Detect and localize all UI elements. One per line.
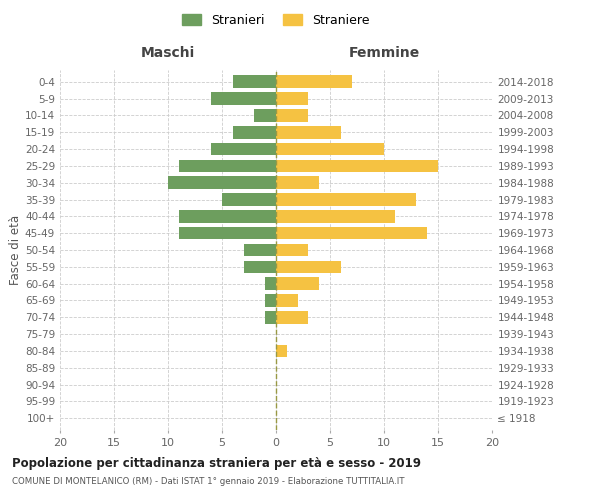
Bar	[233, 126, 276, 138]
Bar	[276, 176, 319, 189]
Bar	[276, 244, 308, 256]
Bar	[276, 193, 416, 206]
Bar	[276, 344, 287, 357]
Bar	[244, 260, 276, 273]
Bar	[211, 92, 276, 105]
Bar	[265, 311, 276, 324]
Bar	[265, 278, 276, 290]
Bar	[233, 76, 276, 88]
Text: Femmine: Femmine	[349, 46, 419, 60]
Bar	[276, 160, 438, 172]
Bar	[276, 126, 341, 138]
Bar	[179, 210, 276, 222]
Text: Popolazione per cittadinanza straniera per età e sesso - 2019: Popolazione per cittadinanza straniera p…	[12, 458, 421, 470]
Bar	[276, 311, 308, 324]
Bar	[168, 176, 276, 189]
Bar	[276, 260, 341, 273]
Bar	[276, 109, 308, 122]
Bar	[222, 193, 276, 206]
Bar	[276, 92, 308, 105]
Y-axis label: Fasce di età: Fasce di età	[9, 215, 22, 285]
Bar	[254, 109, 276, 122]
Text: Maschi: Maschi	[141, 46, 195, 60]
Bar	[276, 210, 395, 222]
Bar	[276, 294, 298, 307]
Bar	[276, 227, 427, 239]
Bar	[244, 244, 276, 256]
Legend: Stranieri, Straniere: Stranieri, Straniere	[182, 14, 370, 26]
Bar	[211, 143, 276, 156]
Bar	[179, 160, 276, 172]
Bar	[276, 278, 319, 290]
Bar	[276, 143, 384, 156]
Text: COMUNE DI MONTELANICO (RM) - Dati ISTAT 1° gennaio 2019 - Elaborazione TUTTITALI: COMUNE DI MONTELANICO (RM) - Dati ISTAT …	[12, 478, 404, 486]
Bar	[276, 76, 352, 88]
Bar	[179, 227, 276, 239]
Bar	[265, 294, 276, 307]
